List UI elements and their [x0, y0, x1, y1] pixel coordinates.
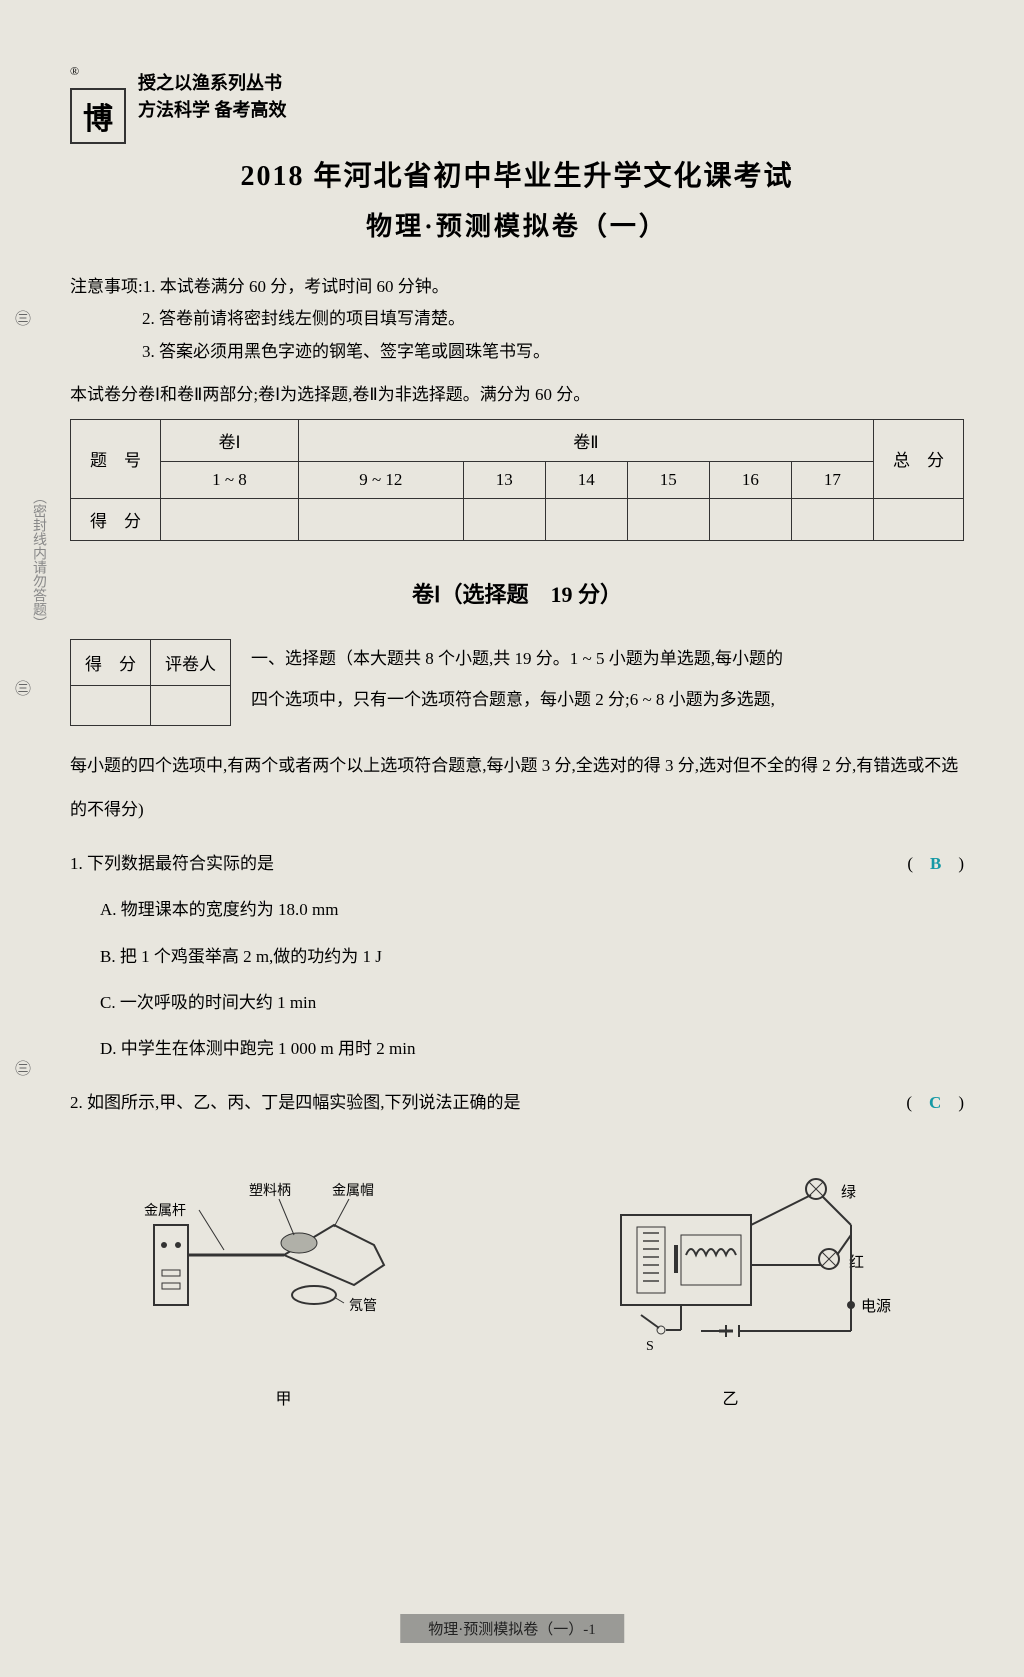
- svg-text:金属帽: 金属帽: [332, 1183, 374, 1199]
- col-juan1: 卷Ⅰ: [161, 419, 299, 461]
- svg-text:绿: 绿: [841, 1184, 856, 1201]
- svg-text:电源: 电源: [861, 1298, 891, 1315]
- col-17: 17: [791, 461, 873, 498]
- series-line-2: 方法科学 备考高效: [138, 97, 287, 124]
- score-cell: [627, 498, 709, 540]
- notice-block: 注意事项: 1. 本试卷满分 60 分，考试时间 60 分钟。 2. 答卷前请将…: [70, 271, 964, 368]
- q1-option-c: C. 一次呼吸的时间大约 1 min: [70, 981, 964, 1025]
- section-title: 卷Ⅰ（选择题 19 分）: [70, 577, 964, 609]
- q2-answer-paren: ( C ): [906, 1081, 964, 1125]
- score-cell: [161, 498, 299, 540]
- margin-seal-text: （密封线内请勿答题）: [28, 490, 48, 630]
- q1-answer: B: [930, 854, 941, 873]
- row-label: 题 号: [71, 419, 161, 498]
- figure-yi: 绿 红 电源 S: [561, 1155, 901, 1355]
- score-cell: [874, 498, 964, 540]
- notice-item-2: 2. 答卷前请将密封线左侧的项目填写清楚。: [70, 303, 964, 335]
- margin-circle-3: ㊂: [8, 1060, 32, 1076]
- q2-stem-row: 2. 如图所示,甲、乙、丙、丁是四幅实验图,下列说法正确的是 ( C ): [70, 1081, 964, 1125]
- svg-text:金属杆: 金属杆: [144, 1203, 186, 1219]
- grader-reviewer-label: 评卷人: [151, 639, 231, 685]
- figure-jia-caption: 甲: [134, 1379, 434, 1421]
- col-14: 14: [545, 461, 627, 498]
- grader-score-label: 得 分: [71, 639, 151, 685]
- score-cell: [545, 498, 627, 540]
- svg-text:氖管: 氖管: [349, 1298, 377, 1314]
- question-intro-rest: 每小题的四个选项中,有两个或者两个以上选项符合题意,每小题 3 分,全选对的得 …: [70, 744, 964, 832]
- footer-page-label: 物理·预测模拟卷（一）-1: [400, 1614, 624, 1643]
- exam-title: 2018 年河北省初中毕业生升学文化课考试: [70, 154, 964, 194]
- q1-option-b: B. 把 1 个鸡蛋举高 2 m,做的功约为 1 J: [70, 935, 964, 979]
- question-intro-line1: 一、选择题（本大题共 8 个小题,共 19 分。1 ~ 5 小题为单选题,每小题…: [251, 639, 964, 680]
- q1-option-d: D. 中学生在体测中跑完 1 000 m 用时 2 min: [70, 1027, 964, 1071]
- logo-trademark: ®: [70, 64, 79, 78]
- q1-answer-paren: ( B ): [907, 842, 964, 886]
- col-13: 13: [463, 461, 545, 498]
- col-16: 16: [709, 461, 791, 498]
- figure-jia: 金属杆 塑料柄 金属帽 氖管: [134, 1155, 434, 1355]
- exam-subtitle: 物理·预测模拟卷（一）: [70, 206, 964, 243]
- col-1-8: 1 ~ 8: [161, 461, 299, 498]
- svg-text:S: S: [646, 1339, 654, 1354]
- score-cell: [791, 498, 873, 540]
- score-cell: [463, 498, 545, 540]
- figure-yi-caption: 乙: [561, 1379, 901, 1421]
- svg-text:塑料柄: 塑料柄: [249, 1183, 291, 1199]
- notice-label: 注意事项:: [70, 271, 143, 303]
- q1-option-a: A. 物理课本的宽度约为 18.0 mm: [70, 888, 964, 932]
- series-line-1: 授之以渔系列丛书: [138, 70, 287, 97]
- structure-note: 本试卷分卷Ⅰ和卷Ⅱ两部分;卷Ⅰ为选择题,卷Ⅱ为非选择题。满分为 60 分。: [70, 380, 964, 405]
- q1-stem: 1. 下列数据最符合实际的是: [70, 842, 274, 886]
- q2-stem: 2. 如图所示,甲、乙、丙、丁是四幅实验图,下列说法正确的是: [70, 1081, 521, 1125]
- score-cell: [709, 498, 791, 540]
- grader-reviewer-cell: [151, 685, 231, 725]
- notice-item-1: 1. 本试卷满分 60 分，考试时间 60 分钟。: [143, 271, 449, 303]
- score-cell: [298, 498, 463, 540]
- grader-score-cell: [71, 685, 151, 725]
- header: ® 博 授之以渔系列丛书 方法科学 备考高效: [70, 70, 964, 144]
- col-juan2: 卷Ⅱ: [298, 419, 873, 461]
- margin-circle-1: ㊂: [8, 310, 32, 326]
- col-9-12: 9 ~ 12: [298, 461, 463, 498]
- col-total: 总 分: [874, 419, 964, 498]
- q1-stem-row: 1. 下列数据最符合实际的是 ( B ): [70, 842, 964, 886]
- col-15: 15: [627, 461, 709, 498]
- figures-row: 金属杆 塑料柄 金属帽 氖管 甲: [70, 1155, 964, 1420]
- score-table: 题 号 卷Ⅰ 卷Ⅱ 总 分 1 ~ 8 9 ~ 12 13 14 15 16 1…: [70, 419, 964, 541]
- notice-item-3: 3. 答案必须用黑色字迹的钢笔、签字笔或圆珠笔书写。: [70, 336, 964, 368]
- score-row-label: 得 分: [71, 498, 161, 540]
- q2-answer: C: [929, 1093, 941, 1112]
- logo: 博: [70, 88, 126, 144]
- question-intro-line2: 四个选项中，只有一个选项符合题意，每小题 2 分;6 ~ 8 小题为多选题,: [251, 680, 964, 721]
- margin-circle-2: ㊂: [8, 680, 32, 696]
- grader-table: 得 分 评卷人: [70, 639, 231, 726]
